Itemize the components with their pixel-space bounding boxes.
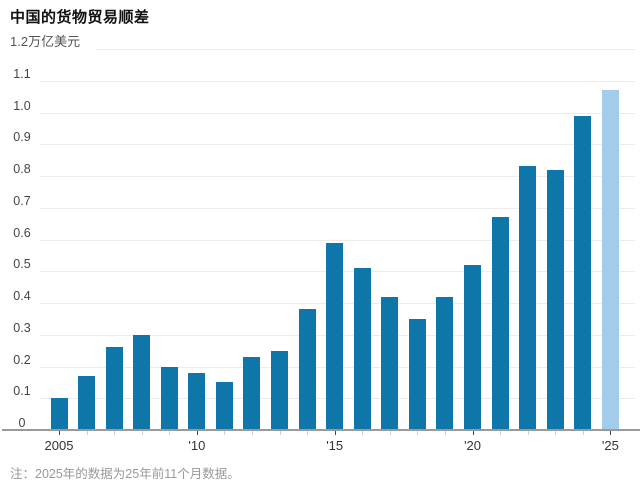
bar — [546, 169, 564, 430]
x-axis-tick — [279, 431, 281, 435]
bar — [243, 356, 261, 430]
bar — [105, 347, 123, 430]
y-axis-label: 1.1 — [13, 66, 31, 81]
gridline — [40, 112, 635, 114]
y-axis-label: 0.3 — [13, 320, 31, 335]
x-axis-tick — [251, 431, 253, 435]
y-axis-label: 1.0 — [13, 98, 31, 113]
y-axis-label: 0.6 — [13, 225, 31, 240]
x-axis-line — [2, 429, 640, 431]
gridline — [40, 207, 635, 209]
y-axis-label: 0.4 — [13, 289, 31, 303]
x-axis-tick — [582, 431, 584, 435]
bar — [160, 366, 178, 430]
bar — [78, 376, 96, 430]
x-axis-tick — [417, 431, 419, 435]
bar — [601, 90, 619, 430]
x-axis-tick — [555, 431, 557, 435]
bar — [381, 296, 399, 430]
x-axis-tick — [500, 431, 502, 435]
y-axis-label: 0.9 — [13, 130, 31, 145]
bar — [298, 309, 316, 430]
x-axis-tick — [334, 431, 336, 435]
x-axis-label: 2005 — [44, 438, 74, 453]
bar — [491, 217, 509, 430]
gridline — [40, 176, 635, 177]
bar — [133, 334, 151, 430]
bar — [436, 296, 454, 430]
x-axis-tick — [610, 431, 612, 435]
x-axis-tick — [59, 431, 60, 435]
y-axis-label: 0.8 — [13, 162, 31, 176]
y-axis-label: 0.7 — [13, 193, 31, 208]
y-axis-label: 0.1 — [13, 384, 31, 399]
x-axis-tick — [196, 431, 198, 435]
x-axis-tick — [444, 431, 446, 435]
bar — [408, 318, 426, 430]
x-axis-tick — [114, 431, 116, 435]
bar — [50, 398, 68, 430]
x-axis-label: '15 — [326, 438, 344, 453]
gridline — [40, 80, 635, 82]
bar — [188, 372, 206, 430]
y-axis-label: 0 — [18, 416, 26, 430]
footnote: 注：2025年的数据为25年前11个月数据。 — [10, 467, 240, 481]
bar — [574, 115, 592, 430]
bar — [464, 264, 482, 430]
x-axis-tick — [307, 431, 309, 435]
bar — [326, 242, 344, 430]
x-axis-label: '20 — [464, 438, 482, 453]
bar — [271, 350, 289, 430]
x-axis-label: '25 — [601, 438, 619, 453]
y-axis-unit-label: 1.2万亿美元 — [10, 34, 81, 49]
x-axis-tick — [86, 431, 88, 435]
x-axis-tick — [169, 431, 171, 435]
gridline — [40, 144, 635, 146]
gridline — [96, 49, 635, 50]
chart-title: 中国的货物贸易顺差 — [10, 9, 150, 26]
y-axis-label: 0.2 — [13, 352, 31, 367]
x-axis-tick — [362, 431, 364, 435]
bar — [353, 268, 371, 430]
x-axis-label: '10 — [188, 438, 206, 453]
x-axis-tick — [527, 431, 529, 435]
x-axis-tick — [472, 431, 474, 435]
gridline — [40, 239, 635, 241]
x-axis-tick — [141, 431, 143, 435]
x-axis-tick — [389, 431, 391, 435]
y-axis-label: 0.5 — [13, 257, 31, 272]
bar — [519, 166, 537, 430]
bar — [215, 382, 233, 430]
x-axis-tick — [224, 431, 226, 435]
